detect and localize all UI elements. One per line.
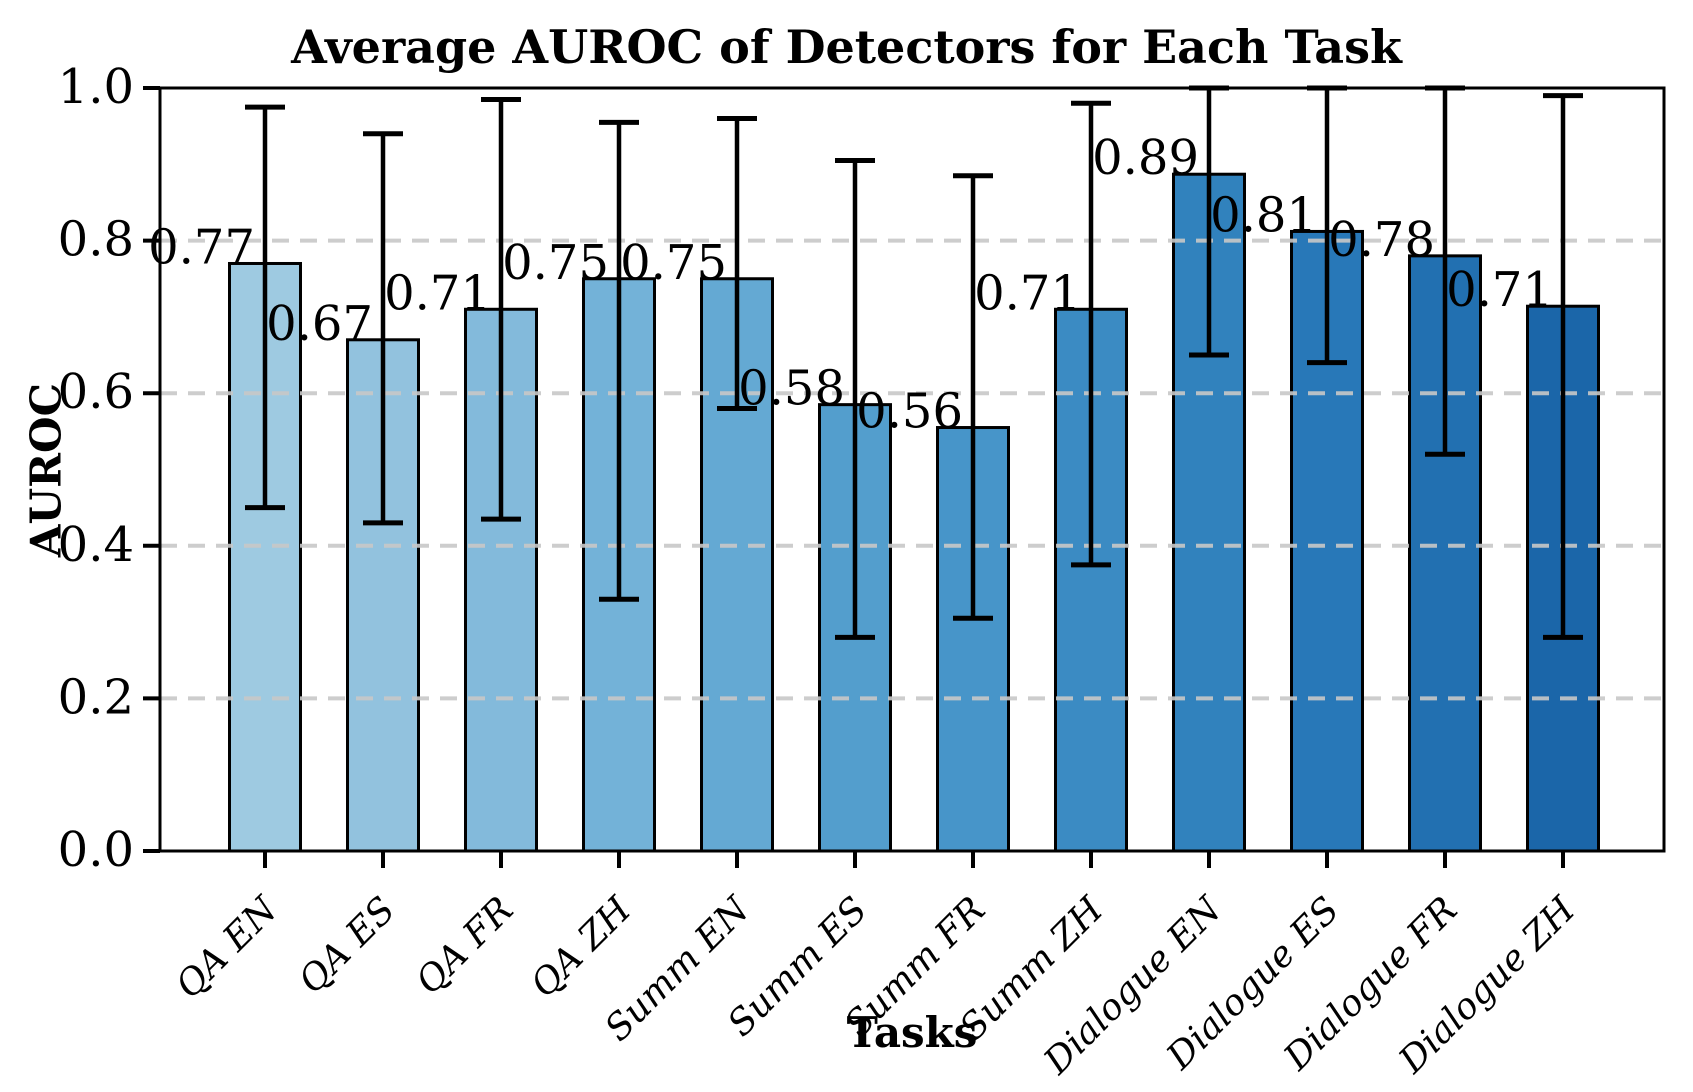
y-tick-label-0.8: 0.8	[58, 212, 134, 268]
plot-frame	[158, 86, 1666, 853]
value-label-qa-zh: 0.75	[502, 235, 609, 291]
value-label-dialogue-fr: 0.78	[1328, 212, 1435, 268]
value-label-summ-es: 0.58	[738, 361, 845, 417]
y-tick-label-1.0: 1.0	[58, 59, 134, 115]
value-label-summ-fr: 0.56	[856, 384, 963, 440]
chart-title: Average AUROC of Detectors for Each Task	[291, 20, 1402, 74]
x-tick-label-qa-zh: QA ZH	[523, 889, 640, 1006]
x-axis-label: Tasks	[846, 1008, 978, 1057]
value-label-qa-en: 0.77	[148, 219, 255, 275]
value-label-qa-fr: 0.71	[384, 265, 491, 321]
x-tick-label-qa-fr: QA FR	[408, 889, 521, 1002]
value-label-dialogue-es: 0.81	[1210, 187, 1317, 243]
y-tick-label-0.4: 0.4	[58, 517, 134, 573]
value-label-summ-en: 0.75	[620, 235, 727, 291]
value-label-dialogue-en: 0.89	[1092, 130, 1199, 186]
value-label-summ-zh: 0.71	[974, 265, 1081, 321]
value-label-qa-es: 0.67	[266, 296, 373, 352]
x-tick-label-qa-es: QA ES	[291, 889, 403, 1001]
value-label-dialogue-zh: 0.71	[1446, 262, 1553, 318]
x-tick-label-qa-en: QA EN	[168, 888, 286, 1006]
y-tick-label-0.2: 0.2	[58, 669, 134, 725]
y-tick-label-0.6: 0.6	[58, 364, 134, 420]
y-tick-label-0.0: 0.0	[58, 822, 134, 878]
